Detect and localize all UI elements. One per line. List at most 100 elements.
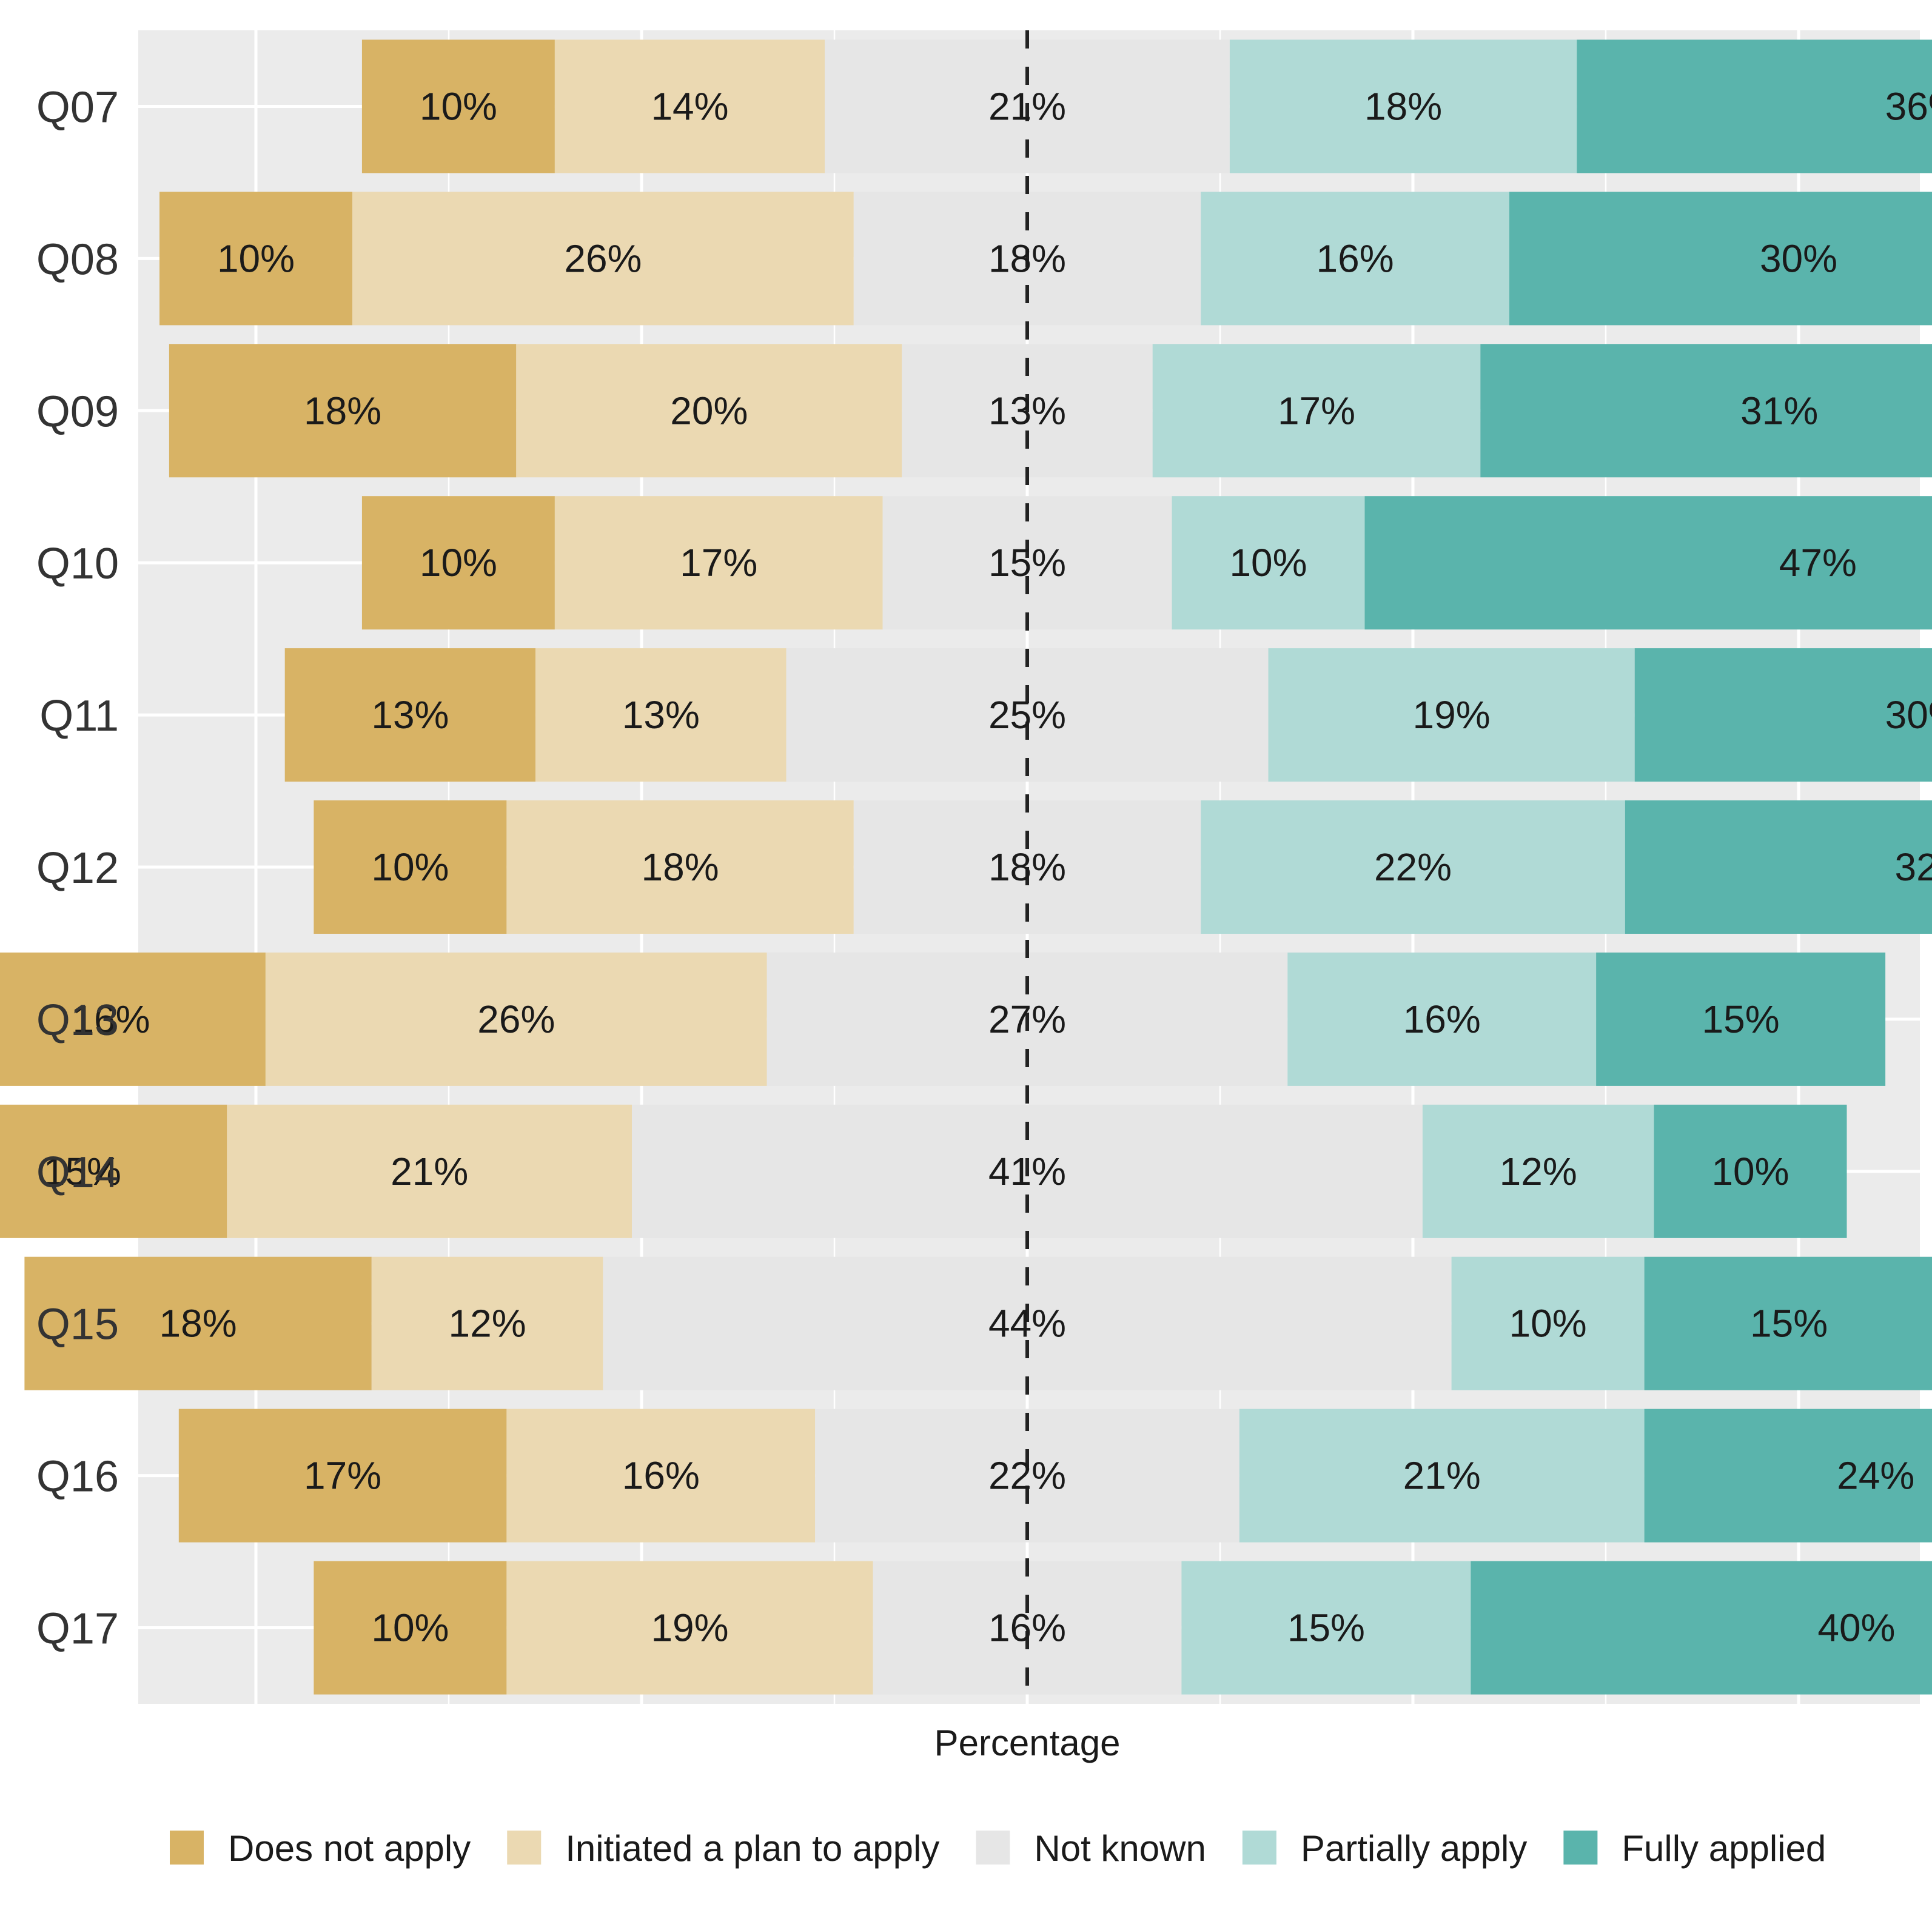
segment-label: 30% bbox=[1885, 693, 1932, 737]
bar-segment bbox=[1201, 192, 1509, 326]
y-tick-label: Q12 bbox=[36, 844, 119, 893]
segment-label: 10% bbox=[1509, 1302, 1587, 1345]
bar-segment bbox=[1268, 648, 1635, 782]
y-tick-label: Q07 bbox=[36, 83, 119, 132]
bar-segment bbox=[265, 952, 767, 1086]
legend-label: Partially apply bbox=[1301, 1828, 1528, 1869]
bar-segment bbox=[1201, 800, 1625, 934]
legend-item: Fully applied bbox=[1563, 1828, 1826, 1869]
segment-label: 19% bbox=[651, 1606, 728, 1650]
bar-segment bbox=[506, 1409, 816, 1543]
bar-segment bbox=[1152, 344, 1481, 478]
segment-label: 26% bbox=[564, 236, 642, 280]
bar-segment bbox=[1480, 344, 1932, 478]
bar-segment bbox=[1509, 192, 1932, 326]
segment-label: 16% bbox=[1317, 236, 1394, 280]
bar-segment bbox=[1451, 1256, 1645, 1390]
segment-label: 17% bbox=[680, 541, 757, 585]
segment-label: 20% bbox=[670, 389, 748, 432]
bar-segment bbox=[554, 496, 883, 630]
legend-item: Not known bbox=[976, 1828, 1206, 1869]
segment-label: 15% bbox=[1750, 1302, 1828, 1345]
y-tick-label: Q13 bbox=[36, 996, 119, 1045]
segment-label: 16% bbox=[1403, 997, 1481, 1041]
segment-label: 18% bbox=[304, 389, 381, 432]
bar-segment bbox=[1644, 1256, 1932, 1390]
y-tick-label: Q11 bbox=[39, 692, 119, 740]
bar-segment bbox=[0, 1104, 227, 1238]
legend-swatch bbox=[170, 1831, 204, 1865]
bar-segment bbox=[314, 1561, 507, 1695]
segment-label: 22% bbox=[1374, 845, 1452, 889]
bar-segment bbox=[1239, 1409, 1645, 1543]
y-tick-label: Q09 bbox=[36, 387, 119, 436]
y-tick-label: Q15 bbox=[36, 1301, 119, 1349]
segment-label: 16% bbox=[622, 1454, 700, 1498]
segment-label: 47% bbox=[1779, 541, 1857, 585]
bar-segment bbox=[1229, 39, 1577, 173]
bar-segment bbox=[178, 1409, 507, 1543]
segment-label: 27% bbox=[988, 997, 1066, 1041]
segment-label: 16% bbox=[988, 1606, 1066, 1650]
bar-segment bbox=[1287, 952, 1597, 1086]
segment-labels: 10% 14% 21% 18% 36% 10% 26% 18% 16% 30% 18% 20% 13% 1… bbox=[44, 84, 1932, 1649]
segment-label: 17% bbox=[304, 1454, 381, 1498]
legend-item: Partially apply bbox=[1242, 1828, 1528, 1869]
bar-segment bbox=[314, 800, 507, 934]
segment-label: 41% bbox=[988, 1150, 1066, 1193]
segment-label: 16% bbox=[72, 997, 150, 1041]
segment-label: 18% bbox=[988, 236, 1066, 280]
legend-label: Not known bbox=[1034, 1828, 1206, 1869]
segment-label: 32% bbox=[1895, 845, 1932, 889]
bar-segment bbox=[554, 39, 825, 173]
segment-label: 21% bbox=[988, 84, 1066, 128]
bar-segment bbox=[371, 1256, 603, 1390]
bar-segment bbox=[24, 1256, 372, 1390]
segment-label: 21% bbox=[391, 1150, 468, 1193]
bar-segment bbox=[1625, 800, 1932, 934]
segment-label: 10% bbox=[420, 541, 497, 585]
segment-label: 12% bbox=[1500, 1150, 1577, 1193]
bar-segment bbox=[361, 496, 555, 630]
segment-label: 14% bbox=[651, 84, 728, 128]
y-tick-label: Q14 bbox=[36, 1148, 119, 1197]
bar-segment bbox=[284, 648, 536, 782]
bar-segment bbox=[1471, 1561, 1932, 1695]
bar-segment bbox=[1364, 496, 1932, 630]
y-tick-label: Q17 bbox=[36, 1605, 119, 1654]
segment-label: 13% bbox=[371, 693, 449, 737]
segment-label: 10% bbox=[371, 1606, 449, 1650]
segment-label: 15% bbox=[44, 1150, 121, 1193]
legend-item: Does not apply bbox=[170, 1828, 471, 1869]
segment-label: 10% bbox=[420, 84, 497, 128]
segment-label: 10% bbox=[217, 236, 295, 280]
bar-segment bbox=[1644, 1409, 1932, 1543]
segment-label: 40% bbox=[1817, 1606, 1895, 1650]
segment-label: 18% bbox=[1364, 84, 1442, 128]
bar-segment bbox=[1577, 39, 1932, 173]
bar-segment bbox=[1172, 496, 1365, 630]
bar-segment bbox=[1422, 1104, 1654, 1238]
segment-label: 31% bbox=[1740, 389, 1818, 432]
bar-segment bbox=[227, 1104, 632, 1238]
segment-label: 12% bbox=[449, 1302, 526, 1345]
segment-label: 26% bbox=[477, 997, 555, 1041]
bar-segment bbox=[1654, 1104, 1847, 1238]
legend-swatch bbox=[507, 1831, 542, 1865]
segment-label: 15% bbox=[988, 541, 1066, 585]
segment-label: 18% bbox=[159, 1302, 237, 1345]
segment-label: 30% bbox=[1760, 236, 1837, 280]
segment-label: 18% bbox=[988, 845, 1066, 889]
bar-segment bbox=[815, 1409, 1239, 1543]
legend-swatch bbox=[976, 1831, 1010, 1865]
bar-segment bbox=[361, 39, 555, 173]
bar-segment bbox=[352, 192, 854, 326]
bar-segment bbox=[506, 800, 854, 934]
segment-label: 13% bbox=[988, 389, 1066, 432]
bar-segment bbox=[1596, 952, 1886, 1086]
segment-label: 44% bbox=[988, 1302, 1066, 1345]
bar-segment bbox=[159, 192, 352, 326]
x-axis-title: Percentage bbox=[934, 1723, 1121, 1763]
y-tick-label: Q08 bbox=[36, 235, 119, 284]
